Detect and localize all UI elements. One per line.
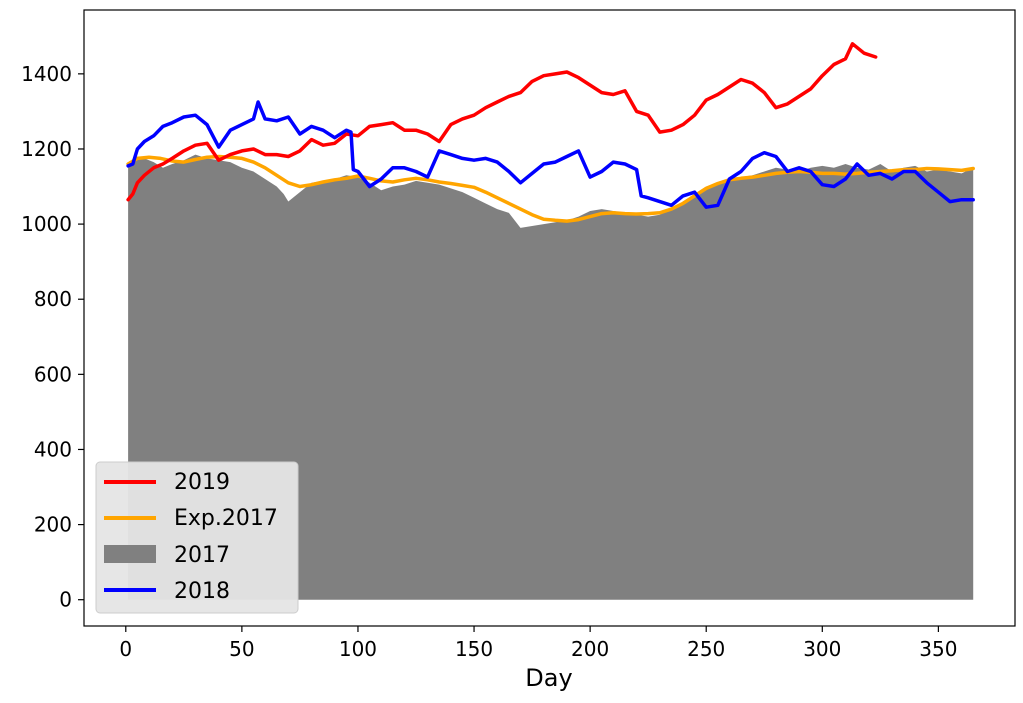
y-tick-label: 400 bbox=[34, 437, 72, 461]
y-tick-label: 600 bbox=[34, 362, 72, 386]
y-tick-label: 1200 bbox=[21, 137, 72, 161]
x-tick-label: 300 bbox=[803, 637, 841, 661]
legend-box bbox=[95, 461, 299, 614]
series-line-exp2017 bbox=[126, 154, 975, 223]
legend-item-2019: 2019 bbox=[104, 470, 230, 495]
x-tick-label: 0 bbox=[119, 637, 132, 661]
y-tick-label: 200 bbox=[34, 513, 72, 537]
x-tick-label: 50 bbox=[229, 637, 254, 661]
y-tick-label: 1400 bbox=[21, 62, 72, 86]
x-tick-label: 200 bbox=[571, 637, 609, 661]
legend-label-2018: 2018 bbox=[174, 579, 230, 604]
legend-item-2018: 2018 bbox=[104, 579, 230, 604]
series-line-2018 bbox=[126, 100, 975, 209]
series-line-2019 bbox=[126, 42, 878, 202]
y-axis: 0 200 400 600 800 1000 1200 1400 bbox=[21, 62, 84, 612]
series-area-2017 bbox=[128, 154, 974, 600]
x-axis-label: Day bbox=[525, 664, 572, 692]
legend-swatch-2017 bbox=[104, 545, 156, 563]
legend-label-2019: 2019 bbox=[174, 470, 230, 495]
legend-item-2017: 2017 bbox=[104, 543, 230, 568]
legend-label-2017: 2017 bbox=[174, 543, 230, 568]
x-axis: 0 50 100 150 200 250 300 350 bbox=[119, 626, 957, 661]
x-tick-label: 350 bbox=[919, 637, 957, 661]
y-tick-label: 800 bbox=[34, 287, 72, 311]
x-tick-label: 100 bbox=[339, 637, 377, 661]
plot-area bbox=[126, 42, 975, 600]
x-tick-label: 150 bbox=[455, 637, 493, 661]
legend-item-exp2017: Exp.2017 bbox=[104, 506, 278, 531]
legend-label-exp2017: Exp.2017 bbox=[174, 506, 278, 531]
plot-frame bbox=[83, 9, 1016, 627]
y-tick-label: 1000 bbox=[21, 212, 72, 236]
x-tick-label: 250 bbox=[687, 637, 725, 661]
y-tick-label: 0 bbox=[59, 588, 72, 612]
legend: 2019 Exp.2017 2017 2018 bbox=[95, 461, 299, 614]
